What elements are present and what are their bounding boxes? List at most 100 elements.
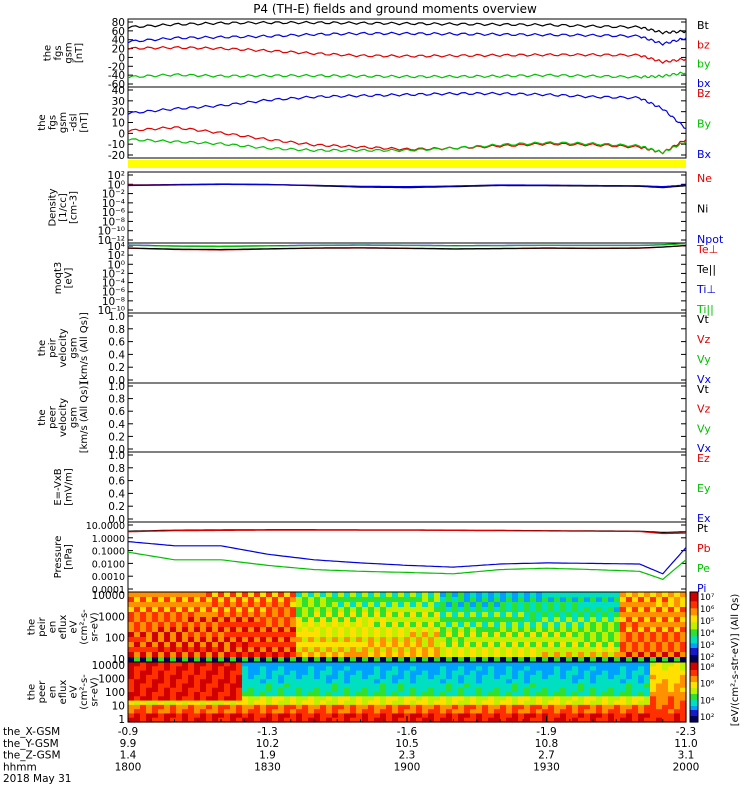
x-column-value: -1.9	[536, 726, 557, 738]
spectrogram-cell	[362, 652, 369, 658]
legend-bx: Bx	[697, 148, 712, 161]
spectrogram-cell	[410, 627, 417, 633]
spectrogram-cell	[248, 683, 255, 689]
spectrogram-cell	[548, 632, 555, 638]
spectrogram-cell	[608, 666, 615, 672]
spectrogram-cell	[506, 670, 513, 676]
colorbar-band	[690, 603, 698, 607]
spectrogram-cell	[494, 662, 501, 667]
colorbar-band	[690, 617, 698, 621]
spectrogram-cell	[212, 657, 219, 663]
spectrogram-cell	[284, 713, 291, 719]
spectrogram-cell	[470, 704, 477, 710]
spectrogram-cell	[320, 674, 327, 680]
spectrogram-cell	[602, 592, 609, 598]
spectrogram-cell	[194, 607, 201, 613]
spectrogram-cell	[254, 696, 261, 702]
spectrogram-cell	[530, 717, 537, 723]
spectrogram-cell	[428, 612, 435, 618]
spectrogram-cell	[302, 670, 309, 676]
y-tick-label: 0.6	[108, 476, 125, 488]
spectrogram-cell	[470, 662, 477, 667]
spectrogram-cell	[626, 709, 633, 715]
spectrogram-cell	[194, 670, 201, 676]
spectrogram-cell	[488, 674, 495, 680]
spectrogram-cell	[224, 632, 231, 638]
spectrogram-cell	[338, 652, 345, 658]
spectrogram-cell	[260, 662, 267, 667]
colorbar-band	[690, 708, 698, 711]
spectrogram-cell	[338, 704, 345, 710]
spectrogram-cell	[476, 652, 483, 658]
spectrogram-cell	[356, 657, 363, 663]
spectrogram-cell	[620, 700, 627, 706]
spectrogram-cell	[344, 700, 351, 706]
spectrogram-cell	[368, 692, 375, 697]
spectrogram-cell	[374, 700, 381, 706]
spectrogram-cell	[644, 652, 651, 658]
spectrogram-cell	[194, 597, 201, 603]
spectrogram-cell	[200, 647, 207, 653]
spectrogram-cell	[632, 713, 639, 719]
spectrogram-cell	[386, 642, 393, 648]
spectrogram-cell	[416, 666, 423, 672]
spectrogram-cell	[422, 627, 429, 633]
spectrogram-cell	[584, 617, 591, 623]
spectrogram-cell	[578, 657, 585, 663]
spectrogram-cell	[296, 622, 303, 628]
spectrogram-cell	[452, 666, 459, 672]
spectrogram-cell	[662, 700, 669, 706]
spectrogram-cell	[182, 632, 189, 638]
spectrogram-cell	[170, 683, 177, 689]
spectrogram-cell	[302, 692, 309, 697]
spectrogram-cell	[374, 662, 381, 667]
spectrogram-cell	[344, 612, 351, 618]
spectrogram-cell	[164, 713, 171, 719]
spectrogram-cell	[602, 607, 609, 613]
spectrogram-cell	[596, 617, 603, 623]
spectrogram-cell	[398, 652, 405, 658]
spectrogram-cell	[200, 617, 207, 623]
spectrogram-cell	[410, 622, 417, 628]
spectrogram-cell	[632, 687, 639, 693]
spectrogram-cell	[206, 679, 213, 685]
spectrogram-cell	[422, 709, 429, 715]
spectrogram-cell	[344, 683, 351, 689]
colorbar-band	[690, 700, 698, 703]
spectrogram-cell	[362, 607, 369, 613]
spectrogram-cell	[560, 662, 567, 667]
spectrogram-cell	[542, 612, 549, 618]
spectrogram-cell	[320, 657, 327, 663]
spectrogram-cell	[470, 683, 477, 689]
spectrogram-cell	[434, 687, 441, 693]
spectrogram-cell	[614, 642, 621, 648]
spectrogram-cell	[200, 692, 207, 697]
colorbar-band	[690, 608, 698, 612]
spectrogram-cell	[632, 652, 639, 658]
spectrogram-cell	[194, 700, 201, 706]
spectrogram-cell	[356, 602, 363, 608]
spectrogram-cell	[590, 713, 597, 719]
spectrogram-cell	[302, 627, 309, 633]
spectrogram-cell	[368, 627, 375, 633]
spectrogram-cell	[284, 607, 291, 613]
spectrogram-cell	[368, 657, 375, 663]
y-axis-label-line: fgs	[53, 45, 64, 60]
spectrogram-cell	[596, 637, 603, 643]
spectrogram-cell	[140, 700, 147, 706]
spectrogram-cell	[146, 592, 153, 598]
y-tick-label: 40	[112, 85, 125, 97]
spectrogram-cell	[260, 687, 267, 693]
spectrogram-cell	[170, 592, 177, 598]
spectrogram-cell	[446, 683, 453, 689]
spectrogram-cell	[260, 696, 267, 702]
spectrogram-cell	[530, 632, 537, 638]
spectrogram-cell	[308, 592, 315, 598]
spectrogram-cell	[614, 704, 621, 710]
spectrogram-cell	[374, 647, 381, 653]
spectrogram-cell	[674, 709, 681, 715]
spectrogram-cell	[656, 662, 663, 667]
spectrogram-cell	[542, 666, 549, 672]
